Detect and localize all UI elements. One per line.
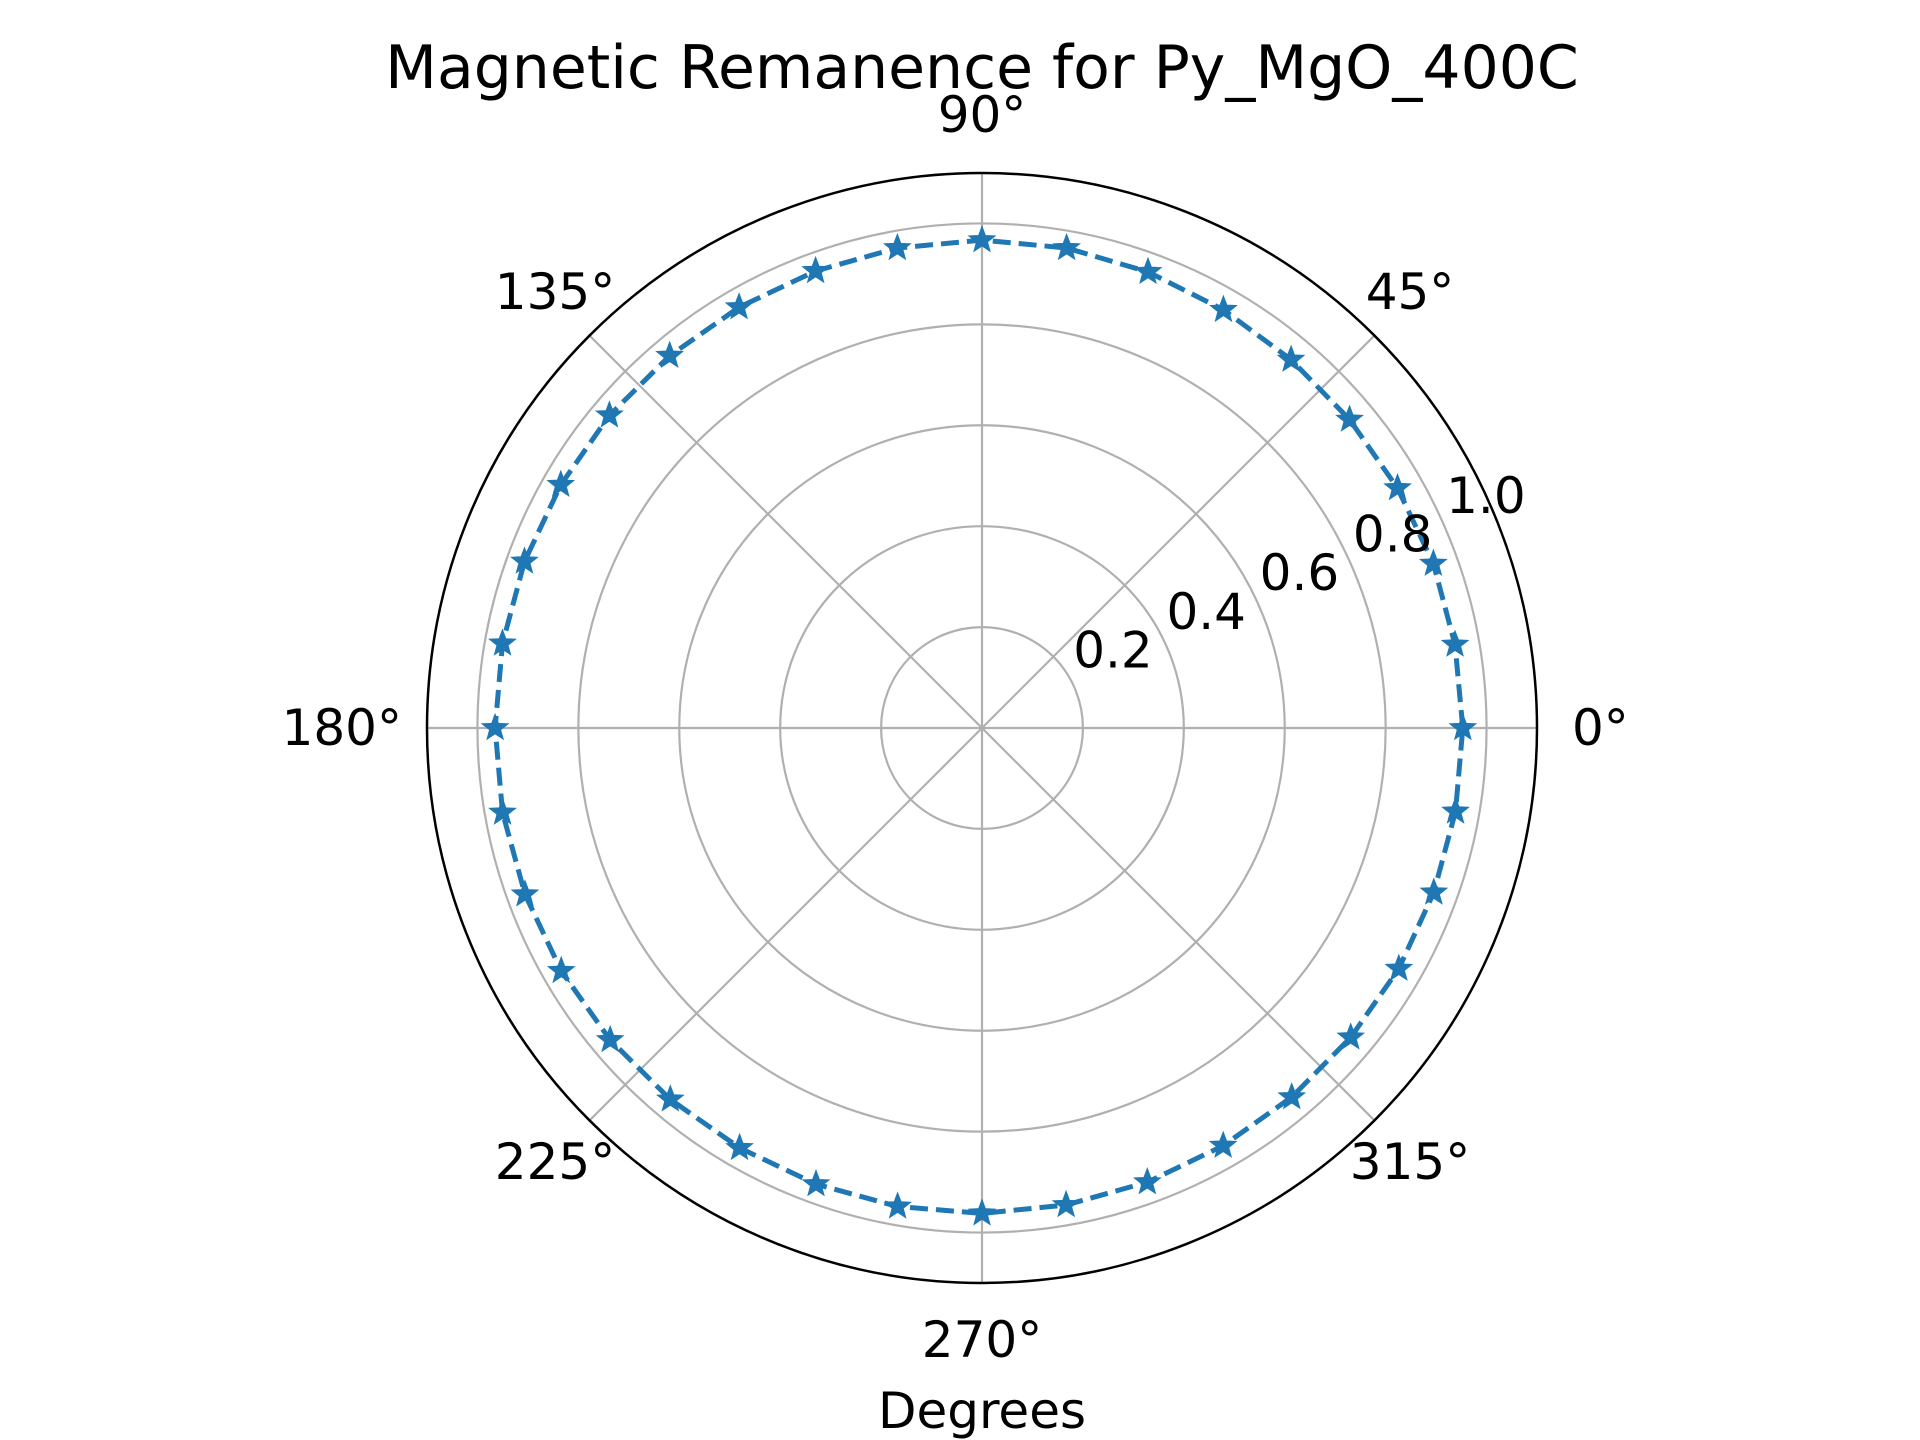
data-point-33 xyxy=(1384,953,1414,981)
data-point-12 xyxy=(724,292,754,320)
data-point-31 xyxy=(1277,1081,1307,1110)
radial-tick-label-3: 0.8 xyxy=(1353,506,1433,564)
data-point-32 xyxy=(1336,1022,1366,1050)
polar-grid xyxy=(427,173,1537,1283)
data-point-0 xyxy=(1448,712,1478,741)
angular-gridline-7 xyxy=(981,727,1376,1122)
angle-tick-label-270: 270° xyxy=(922,1311,1042,1369)
data-point-30 xyxy=(1208,1130,1238,1158)
angle-tick-label-45: 45° xyxy=(1366,263,1455,321)
angle-tick-label-135: 135° xyxy=(495,263,615,321)
series-layer xyxy=(480,224,1478,1226)
data-point-9 xyxy=(967,224,997,253)
data-point-2 xyxy=(1418,548,1448,576)
data-point-14 xyxy=(594,400,624,428)
data-point-8 xyxy=(1052,232,1082,261)
radial-tick-label-2: 0.6 xyxy=(1260,544,1340,602)
angle-tick-label-90: 90° xyxy=(938,86,1027,144)
data-point-1 xyxy=(1440,629,1470,657)
angle-tick-label-315: 315° xyxy=(1350,1133,1470,1191)
data-point-26 xyxy=(883,1191,912,1219)
data-point-5 xyxy=(1276,344,1306,372)
radial-tick-label-1: 0.4 xyxy=(1166,583,1246,641)
data-point-13 xyxy=(655,340,684,369)
data-point-28 xyxy=(1051,1189,1081,1218)
data-point-16 xyxy=(510,546,539,574)
data-point-18 xyxy=(480,712,510,741)
data-point-21 xyxy=(546,955,576,984)
angle-tick-label-225: 225° xyxy=(495,1133,615,1191)
angular-gridline-3 xyxy=(588,334,983,729)
data-point-22 xyxy=(595,1024,625,1053)
data-point-6 xyxy=(1209,294,1238,323)
data-point-10 xyxy=(882,232,912,261)
angular-gridline-5 xyxy=(588,727,983,1122)
data-point-4 xyxy=(1335,404,1364,432)
data-point-3 xyxy=(1383,472,1412,501)
data-point-23 xyxy=(655,1084,685,1112)
angle-tick-label-0: 0° xyxy=(1572,699,1629,757)
data-point-11 xyxy=(801,255,830,284)
data-point-34 xyxy=(1419,877,1449,905)
data-point-17 xyxy=(488,628,517,656)
data-point-20 xyxy=(510,879,540,907)
radial-tick-label-4: 1.0 xyxy=(1446,467,1526,525)
radial-tick-label-0: 0.2 xyxy=(1073,621,1153,679)
data-point-24 xyxy=(725,1132,754,1161)
angular-gridline-1 xyxy=(981,334,1376,729)
data-point-35 xyxy=(1441,796,1470,824)
angle-tick-label-180: 180° xyxy=(282,699,402,757)
data-point-29 xyxy=(1132,1167,1162,1195)
x-axis-label: Degrees xyxy=(878,1382,1086,1440)
data-point-15 xyxy=(546,469,576,498)
chart-title: Magnetic Remanence for Py_MgO_400C xyxy=(385,33,1579,103)
polar-outer-spine xyxy=(425,171,1539,1285)
tick-labels: 0° 45° 90° 135° 180° 225° 270° 315° 0.20.40.60.8… xyxy=(282,86,1629,1369)
data-point-7 xyxy=(1133,256,1163,285)
data-point-19 xyxy=(488,797,517,825)
data-point-27 xyxy=(967,1198,997,1226)
data-point-25 xyxy=(801,1168,831,1197)
